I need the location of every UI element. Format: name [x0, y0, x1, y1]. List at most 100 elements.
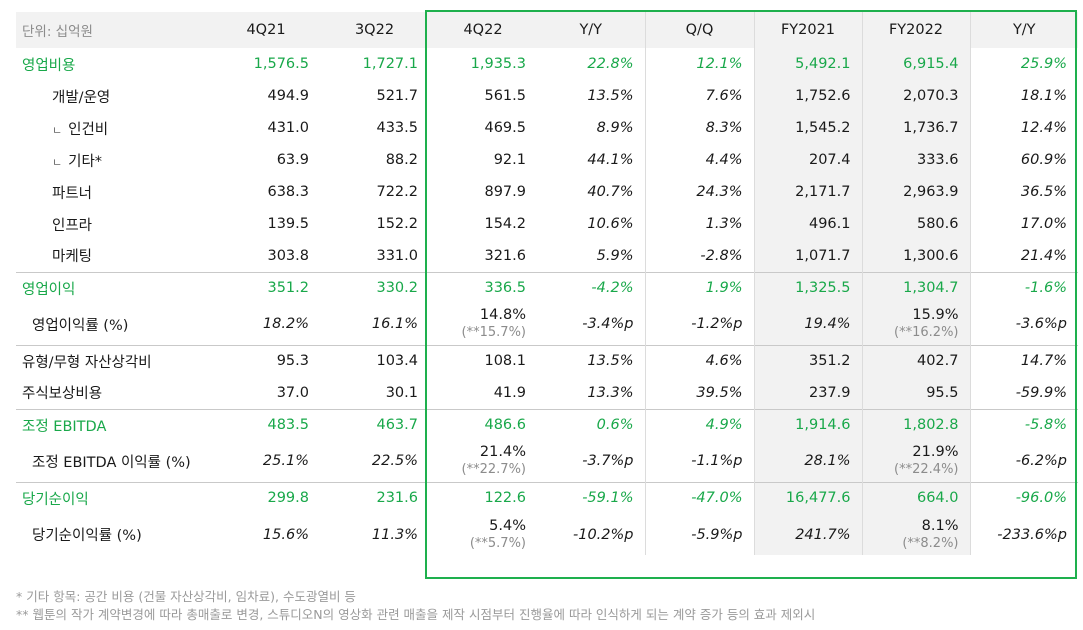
table-cell: 14.7% [969, 344, 1078, 377]
table-cell: 25.1% [262, 453, 309, 470]
table-cell: 303.8 [267, 247, 309, 264]
table-cell: 4.4% [644, 144, 754, 176]
table-cell: -3.7%p [582, 453, 634, 470]
table-cell: 24.3% [644, 176, 754, 208]
sub-item-mark: ㄴ [52, 123, 63, 137]
cell-value: 21.4% [479, 444, 526, 461]
table-cell: 1.9% [644, 271, 754, 304]
table-cell: 321.6 [484, 247, 526, 264]
financial-table: 단위: 십억원 4Q21 3Q22 4Q22 Y/Y Q/Q FY2021 FY… [16, 12, 1078, 555]
table-cell: 95.5 [861, 377, 970, 409]
table-cell: 336.5 [429, 271, 537, 304]
table-cell: 299.8 [212, 481, 320, 514]
table-cell: 18.1% [969, 80, 1078, 112]
table-cell: 4.9% [644, 408, 754, 441]
row-label: ㄴ 기타* [16, 144, 212, 176]
cell-value: 8.1% [921, 517, 959, 534]
row-label-text: 주식보상비용 [22, 386, 103, 403]
column-header: 4Q21 [246, 22, 286, 38]
table-cell: 22.5% [371, 453, 418, 470]
table-cell: -233.6%p [969, 514, 1078, 555]
column-header: 3Q22 [354, 22, 395, 38]
table-cell: 1,914.6 [753, 408, 862, 441]
table-cell: 21.4% [969, 240, 1078, 272]
table-cell: 5,492.1 [753, 48, 862, 80]
table-cell: -59.1% [537, 481, 645, 514]
table-row: ㄴ 인건비 431.0 433.5 469.5 8.9% 8.3% 1,545.2 1,736.… [16, 112, 1078, 144]
table-cell: 60.9% [969, 144, 1078, 176]
table-cell: 21.4% (**22.7%) [429, 441, 537, 482]
row-label: 조정 EBITDA [16, 408, 212, 441]
row-label: 당기순이익률 (%) [16, 514, 212, 555]
table-cell: 486.6 [429, 408, 537, 441]
table-cell: 402.7 [861, 344, 970, 377]
row-label: ㄴ 인건비 [16, 112, 212, 144]
column-header: 4Q22 [463, 22, 503, 38]
footnote: * 기타 항목: 공간 비용 (건물 자산상각비, 임차료), 수도광열비 등 [16, 589, 356, 604]
table-cell: 8.1% (**8.2%) [861, 514, 970, 555]
row-label: 마케팅 [16, 240, 212, 272]
row-label-text: 영업이익률 (%) [32, 317, 129, 334]
table-cell: 2,963.9 [861, 176, 970, 208]
table-cell: 21.9% (**22.4%) [861, 441, 970, 482]
table-cell: 1,727.1 [362, 56, 418, 72]
row-label-text: 당기순이익 [22, 491, 89, 508]
table-row: 조정 EBITDA 483.5 463.7 486.6 0.6% 4.9% 1,914.6 1… [16, 408, 1078, 441]
table-cell: 44.1% [587, 152, 634, 168]
table-cell: -3.4%p [582, 316, 634, 333]
table-cell: 5.9% [596, 247, 634, 264]
header-row: 단위: 십억원 4Q21 3Q22 4Q22 Y/Y Q/Q FY2021 FY… [16, 12, 1078, 48]
table-cell: -2.8% [644, 240, 754, 272]
row-label-text: 기타* [68, 153, 103, 170]
table-cell: 25.9% [969, 48, 1078, 80]
table-cell: 16.1% [371, 316, 418, 333]
table-cell: 1,752.6 [753, 80, 862, 112]
cell-note: (**22.4%) [894, 462, 959, 478]
table-cell: 2,171.7 [753, 176, 862, 208]
row-label: 영업이익 [16, 271, 212, 304]
table-cell: 1,304.7 [861, 271, 970, 304]
row-label: 인프라 [16, 208, 212, 240]
table-cell: 14.8% (**15.7%) [429, 304, 537, 345]
table-cell: -5.9%p [644, 514, 754, 555]
table-cell: 22.8% [587, 56, 634, 72]
unit-label: 단위: 십억원 [22, 24, 93, 40]
table-row: 영업이익 351.2 330.2 336.5 -4.2% 1.9% 1,325.5 1,304… [16, 271, 1078, 304]
table-cell: 1,736.7 [861, 112, 970, 144]
row-label: 개발/운영 [16, 80, 212, 112]
table-row: 영업이익률 (%) 18.2% 16.1% 14.8% (**15.7%) -3.4%p -… [16, 304, 1078, 345]
table-cell: 139.5 [267, 216, 309, 232]
table-cell: 1,545.2 [753, 112, 862, 144]
cell-value: 5.4% [489, 517, 526, 534]
table-cell: 722.2 [376, 184, 418, 200]
table-cell: -10.2%p [573, 526, 634, 543]
table-cell: 483.5 [212, 408, 320, 441]
table-cell: 13.3% [587, 384, 634, 401]
table-cell: 10.6% [587, 216, 634, 232]
cell-note: (**5.7%) [469, 535, 526, 551]
row-label-text: 인프라 [52, 217, 93, 234]
table-cell: 1,071.7 [753, 240, 862, 272]
cell-value: 14.8% [479, 307, 526, 324]
table-cell: 521.7 [376, 88, 418, 104]
table-cell: -1.1%p [644, 441, 754, 482]
row-label-text: 영업비용 [22, 57, 76, 74]
sub-item-mark: ㄴ [52, 155, 63, 169]
table-cell: 36.5% [969, 176, 1078, 208]
table-cell: 18.2% [262, 316, 309, 333]
table-row: 당기순이익 299.8 231.6 122.6 -59.1% -47.0% 16,477.6… [16, 481, 1078, 514]
table-row: 유형/무형 자산상각비 95.3 103.4 108.1 13.5% 4.6% 351.2 4… [16, 344, 1078, 377]
cell-note: (**22.7%) [461, 462, 526, 478]
table-cell: -59.9% [969, 377, 1078, 409]
cell-note: (**15.7%) [461, 325, 526, 341]
table-cell: 231.6 [320, 481, 429, 514]
table-cell: 331.0 [376, 247, 418, 264]
table-cell: 8.9% [596, 120, 634, 136]
table-row: 파트너 638.3 722.2 897.9 40.7% 24.3% 2,171.7 2,963… [16, 176, 1078, 208]
table-cell: 92.1 [493, 152, 526, 168]
table-cell: 11.3% [371, 526, 418, 543]
table-cell: 469.5 [484, 120, 526, 136]
table-cell: 63.9 [276, 152, 309, 168]
table-cell: 496.1 [753, 208, 862, 240]
table-cell: 351.2 [212, 271, 320, 304]
